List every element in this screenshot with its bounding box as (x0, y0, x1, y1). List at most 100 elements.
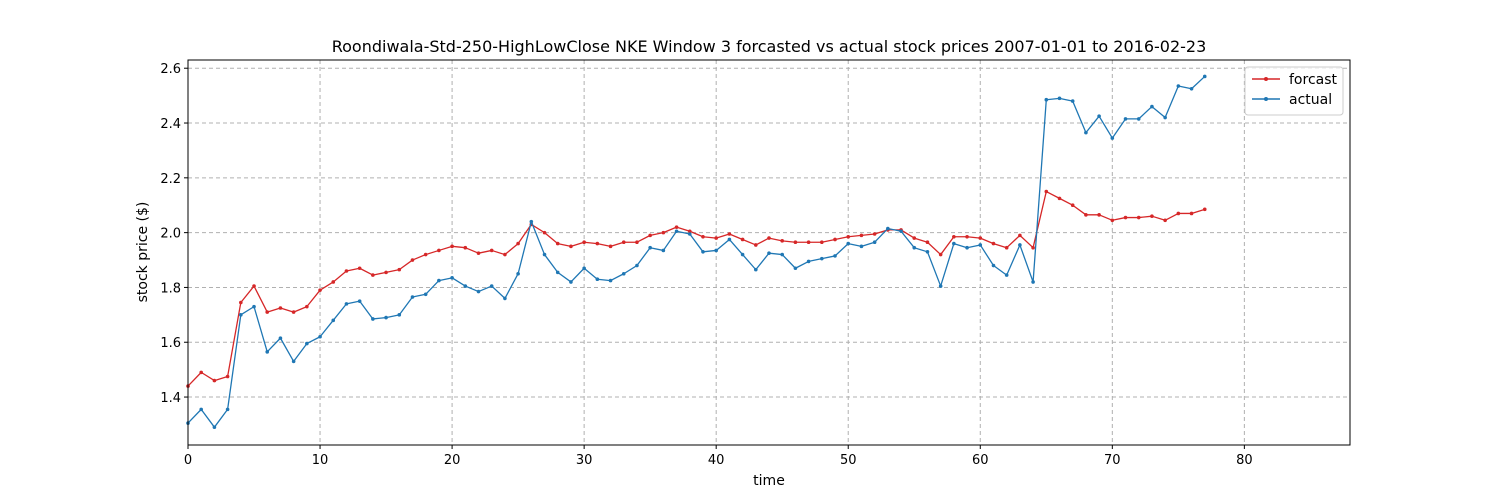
data-point-actual (1202, 74, 1207, 79)
data-point-forcast (1176, 211, 1181, 216)
data-point-actual (278, 336, 283, 340)
data-point-actual (1070, 99, 1075, 103)
data-point-actual (727, 237, 732, 242)
data-point-actual (476, 289, 481, 294)
data-point-actual (820, 256, 824, 261)
data-point-forcast (701, 234, 705, 239)
data-point-forcast (635, 240, 639, 245)
data-point-actual (423, 292, 428, 297)
x-tick-label: 50 (840, 453, 857, 468)
data-point-forcast (555, 241, 560, 246)
data-point-forcast (1123, 215, 1128, 220)
data-point-forcast (872, 232, 877, 236)
data-point-forcast (859, 233, 864, 238)
data-point-forcast (305, 304, 309, 309)
y-tick-label: 1.4 (160, 391, 181, 406)
data-point-actual (239, 313, 243, 317)
x-tick-label: 30 (576, 453, 593, 468)
data-point-actual (608, 278, 613, 283)
data-point-actual (450, 276, 454, 280)
data-point-forcast (1044, 189, 1049, 194)
data-point-forcast (991, 241, 996, 246)
data-point-forcast (648, 233, 652, 238)
data-point-actual (846, 241, 851, 246)
data-point-actual (371, 317, 375, 321)
data-point-forcast (674, 225, 679, 229)
data-point-forcast (489, 248, 494, 253)
data-point-forcast (542, 230, 547, 235)
data-point-actual (661, 248, 666, 253)
data-point-forcast (1202, 207, 1207, 212)
data-point-actual (714, 248, 718, 253)
data-point-actual (542, 252, 547, 257)
data-point-actual (687, 232, 692, 236)
data-point-actual (410, 295, 415, 299)
data-point-actual (344, 302, 349, 306)
data-point-actual (212, 425, 217, 429)
data-point-actual (357, 299, 362, 303)
data-point-actual (1123, 117, 1128, 121)
data-point-forcast (318, 288, 322, 292)
data-point-forcast (291, 310, 296, 314)
plot-frame (187, 59, 1351, 446)
data-point-forcast (621, 240, 626, 245)
data-point-actual (1163, 115, 1167, 120)
series-line-actual (187, 75, 1206, 428)
data-point-forcast (938, 252, 943, 257)
series-actual (186, 74, 1207, 429)
data-point-actual (965, 245, 969, 250)
data-point-forcast (476, 251, 481, 255)
data-point-forcast (846, 234, 851, 239)
data-point-actual (225, 407, 230, 412)
data-point-actual (978, 243, 983, 247)
data-point-actual (555, 270, 560, 275)
data-point-forcast (1097, 213, 1101, 217)
data-point-forcast (1084, 213, 1088, 217)
y-tick-label: 2.6 (160, 62, 181, 77)
data-point-actual (833, 254, 837, 258)
data-point-actual (648, 245, 652, 250)
data-point-forcast (740, 237, 745, 242)
y-tick-label: 2.2 (160, 172, 181, 187)
x-tick-label: 10 (312, 453, 329, 468)
legend-marker-actual (1264, 97, 1268, 101)
data-point-actual (516, 271, 520, 276)
data-point-forcast (754, 243, 758, 247)
data-point-forcast (357, 266, 362, 271)
data-point-actual (529, 219, 534, 224)
data-point-forcast (833, 237, 837, 242)
data-point-forcast (714, 236, 718, 240)
data-point-actual (265, 350, 270, 354)
y-axis: 1.4 1.6 1.8 2.0 2.2 2.4 2.6 (160, 62, 188, 406)
x-tick-label: 40 (708, 453, 725, 468)
y-tick-label: 2.0 (160, 227, 181, 242)
data-point-forcast (965, 234, 969, 239)
data-point-actual (1044, 97, 1049, 102)
data-point-actual (1189, 86, 1194, 91)
data-point-forcast (1150, 214, 1154, 218)
data-point-forcast (371, 273, 375, 277)
data-point-forcast (1136, 215, 1141, 220)
data-point-forcast (1057, 196, 1062, 201)
x-tick-label: 20 (444, 453, 461, 468)
data-point-forcast (912, 236, 917, 240)
data-point-forcast (806, 240, 811, 245)
data-point-actual (872, 240, 877, 245)
data-point-actual (621, 271, 626, 276)
data-point-forcast (1070, 203, 1075, 208)
data-point-actual (886, 226, 890, 231)
data-point-forcast (278, 306, 283, 310)
data-point-forcast (925, 240, 930, 245)
data-point-actual (1004, 273, 1009, 277)
data-point-forcast (608, 244, 613, 249)
data-point-actual (252, 304, 256, 309)
data-point-actual (305, 341, 309, 346)
data-point-actual (925, 250, 930, 254)
data-point-forcast (1110, 218, 1115, 223)
series-forcast (186, 189, 1207, 388)
data-point-forcast (569, 244, 573, 249)
data-point-forcast (239, 300, 243, 305)
data-point-forcast (1163, 218, 1167, 223)
data-point-forcast (199, 370, 203, 375)
data-point-actual (318, 334, 322, 339)
